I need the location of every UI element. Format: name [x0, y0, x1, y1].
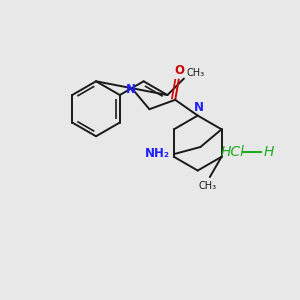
Text: CH₃: CH₃: [187, 68, 205, 77]
Text: HCl: HCl: [221, 145, 245, 159]
Text: N: N: [126, 82, 136, 96]
Text: N: N: [194, 100, 204, 114]
Text: NH₂: NH₂: [145, 147, 170, 160]
Text: H: H: [264, 145, 274, 159]
Text: CH₃: CH₃: [199, 181, 217, 191]
Text: O: O: [175, 64, 185, 76]
